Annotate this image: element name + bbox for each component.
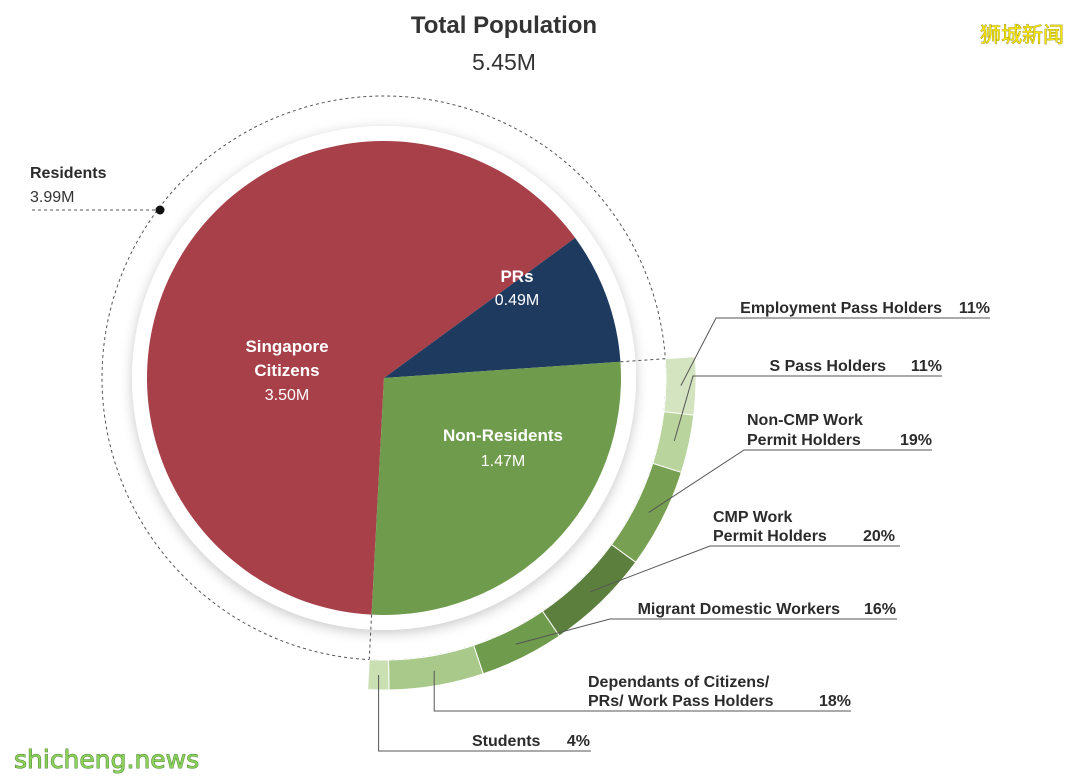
ring-connector-start: [620, 358, 666, 363]
ring-segment-non-cmp-work-permit-holders: [610, 462, 682, 564]
breakdown-label-students: Students 4%: [472, 733, 590, 750]
slice-label-citizens-line1: Singapore: [245, 337, 328, 356]
leader-line-migrant-domestic-workers: [515, 618, 897, 645]
breakdown-name: Migrant Domestic Workers: [638, 601, 841, 618]
ring-segment-students: [367, 659, 390, 691]
breakdown-label-s-pass: S Pass Holders 11%: [770, 358, 943, 375]
leader-line-students: [378, 675, 591, 752]
breakdown-name: Dependants of Citizens/: [588, 674, 770, 691]
breakdown-pct: 19%: [900, 432, 932, 449]
breakdown-label-cmp: CMP Work Permit Holders 20%: [713, 509, 895, 545]
breakdown-labels: Employment Pass Holders 11% S Pass Holde…: [472, 300, 990, 750]
breakdown-label-dependants: Dependants of Citizens/ PRs/ Work Pass H…: [588, 674, 851, 710]
slice-label-non-residents: Non-Residents: [443, 426, 563, 445]
chart-title: Total Population: [411, 12, 597, 39]
pie: [147, 141, 621, 616]
breakdown-leader-lines: [368, 317, 990, 752]
slice-labels: Singapore Citizens 3.50M PRs 0.49M Non-R…: [245, 267, 563, 470]
breakdown-name: Non-CMP Work: [747, 412, 863, 429]
breakdown-label-migrant-domestic: Migrant Domestic Workers 16%: [638, 601, 896, 618]
ring-segment-s-pass-holders: [652, 411, 695, 474]
breakdown-pct: 20%: [863, 528, 895, 545]
ring-connector-end: [368, 614, 373, 660]
residents-value: 3.99M: [30, 189, 74, 206]
pie-slice-prs: [384, 237, 621, 378]
chart-subtitle: 5.45M: [472, 49, 536, 75]
residents-annotation: Residents 3.99M: [30, 165, 165, 215]
residents-leader-dot: [155, 205, 165, 215]
leader-line-dependants-of-citizens: [433, 670, 851, 712]
slice-value-prs: 0.49M: [495, 292, 539, 309]
breakdown-pct: 11%: [959, 300, 990, 317]
breakdown-name-line2: Permit Holders: [747, 432, 861, 449]
breakdown-name: Employment Pass Holders: [740, 300, 942, 317]
breakdown-name-line2: PRs/ Work Pass Holders: [588, 693, 774, 710]
slice-label-prs: PRs: [500, 267, 533, 286]
breakdown-pct: 4%: [567, 733, 590, 750]
breakdown-pct: 11%: [911, 358, 942, 375]
slice-value-non-residents: 1.47M: [481, 453, 525, 470]
leader-line-cmp-work: [590, 545, 900, 593]
breakdown-pct: 18%: [819, 693, 851, 710]
non-residents-breakdown-ring: [367, 356, 697, 691]
pie-slice-singapore-citizens: [147, 141, 576, 615]
breakdown-label-non-cmp: Non-CMP Work Permit Holders 19%: [747, 412, 932, 449]
breakdown-name-line2: Permit Holders: [713, 528, 827, 545]
leader-line-s-pass-holders: [673, 375, 942, 442]
residents-label: Residents: [30, 165, 107, 182]
ring-segment-migrant-domestic-workers: [473, 610, 561, 675]
breakdown-name: S Pass Holders: [770, 358, 887, 375]
breakdown-name: Students: [472, 733, 541, 750]
slice-value-citizens: 3.50M: [265, 387, 309, 404]
site-watermark: shicheng.news: [14, 745, 199, 774]
breakdown-name: CMP Work: [713, 509, 793, 526]
pie-slice-non-residents: [371, 361, 621, 616]
breakdown-label-employment-pass: Employment Pass Holders 11%: [740, 300, 990, 317]
breakdown-pct: 16%: [864, 601, 896, 618]
ring-segment-dependants-of-citizens-prs-work-pass-holders: [388, 644, 484, 691]
leader-line-employment-pass-holders: [680, 317, 990, 386]
slice-label-citizens-line2: Citizens: [254, 361, 319, 380]
brand-watermark: 狮城新闻: [980, 23, 1064, 47]
leader-line-non-cmp-work: [648, 449, 932, 513]
